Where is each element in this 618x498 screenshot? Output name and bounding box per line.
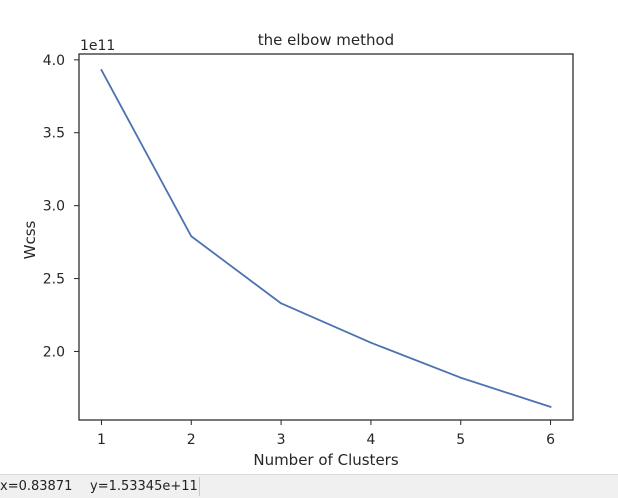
status-separator: [199, 477, 200, 496]
data-point: [280, 302, 282, 305]
x-tick-label: 3: [277, 432, 286, 448]
x-tick-label: 4: [366, 432, 375, 448]
series-layer: [100, 69, 552, 408]
data-point: [370, 341, 372, 344]
cursor-x-readout: x=0.83871: [0, 479, 73, 494]
axes-frame: [78, 53, 574, 421]
wcss-line: [100, 69, 552, 408]
status-bar: x=0.83871 y=1.53345e+11: [0, 474, 618, 498]
y-tick-label: 2.0: [43, 344, 65, 360]
y-offset-text: 1e11: [80, 38, 115, 54]
y-tick-label: 4.0: [43, 53, 65, 69]
elbow-chart: 1 2 3 4 5 6 2.0 2.5 3.0 3.5 4.0 the elbow method 1…: [0, 0, 618, 474]
data-point: [100, 69, 103, 71]
x-tick-label: 1: [97, 432, 106, 448]
x-tick-label: 2: [187, 432, 196, 448]
chart-title: the elbow method: [258, 31, 394, 49]
y-tick-label: 2.5: [43, 272, 65, 288]
y-axis-label: Wcss: [21, 220, 39, 259]
cursor-y-readout: y=1.53345e+11: [90, 479, 198, 494]
data-point: [549, 405, 552, 408]
x-tick-label: 5: [456, 432, 465, 448]
figure-background: [0, 0, 618, 474]
axis-ticks: 1 2 3 4 5 6 2.0 2.5 3.0 3.5 4.0: [43, 53, 555, 448]
data-point: [190, 235, 193, 238]
data-point: [459, 376, 462, 379]
x-axis-label: Number of Clusters: [253, 451, 398, 469]
y-tick-label: 3.0: [43, 199, 65, 215]
y-tick-label: 3.5: [43, 126, 65, 142]
figure: 1 2 3 4 5 6 2.0 2.5 3.0 3.5 4.0 the elbow method 1…: [0, 0, 618, 474]
x-tick-label: 6: [546, 432, 555, 448]
